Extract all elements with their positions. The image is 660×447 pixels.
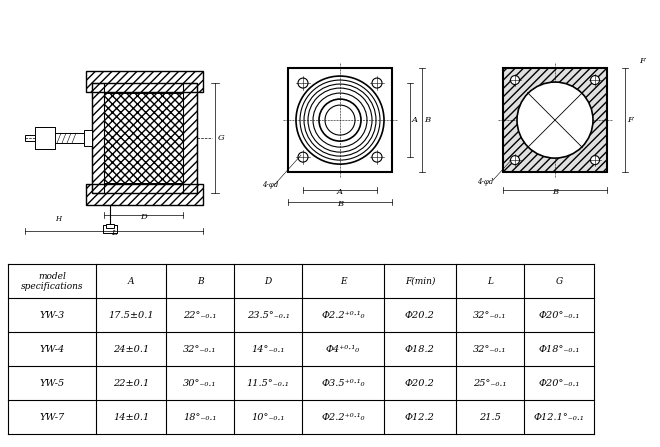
Bar — [92, 83, 197, 193]
Bar — [35, 127, 55, 149]
Text: Φ4⁺⁰·¹₀: Φ4⁺⁰·¹₀ — [326, 345, 360, 354]
Bar — [183, 83, 197, 193]
Text: F: F — [627, 116, 633, 124]
Bar — [86, 184, 203, 205]
Bar — [503, 68, 607, 172]
Bar — [35, 127, 55, 149]
Circle shape — [517, 82, 593, 158]
Text: Φ12.1°₋₀.₁: Φ12.1°₋₀.₁ — [534, 413, 584, 422]
Text: Φ3.5⁺⁰·¹₀: Φ3.5⁺⁰·¹₀ — [321, 379, 365, 388]
Text: YW-5: YW-5 — [40, 379, 65, 388]
Text: 32°₋₀.₁: 32°₋₀.₁ — [473, 311, 507, 320]
Bar — [92, 83, 104, 193]
Text: 22°₋₀.₁: 22°₋₀.₁ — [183, 311, 216, 320]
Bar — [183, 83, 197, 193]
Text: B: B — [197, 277, 203, 286]
Bar — [106, 224, 114, 228]
Text: 32°₋₀.₁: 32°₋₀.₁ — [473, 345, 507, 354]
Text: 21.5: 21.5 — [479, 413, 501, 422]
Text: 24±0.1: 24±0.1 — [113, 345, 149, 354]
Text: 11.5°₋₀.₁: 11.5°₋₀.₁ — [247, 379, 289, 388]
Text: YW-3: YW-3 — [40, 311, 65, 320]
Text: B: B — [424, 116, 430, 124]
Text: H: H — [55, 215, 61, 223]
Text: Φ12.2: Φ12.2 — [405, 413, 435, 422]
Circle shape — [372, 78, 382, 88]
Text: D: D — [265, 277, 272, 286]
Bar — [86, 71, 203, 92]
Text: Φ20°₋₀.₁: Φ20°₋₀.₁ — [539, 379, 579, 388]
Bar — [86, 71, 203, 92]
Text: A: A — [128, 277, 134, 286]
Bar — [288, 68, 392, 172]
Text: 14°₋₀.₁: 14°₋₀.₁ — [251, 345, 284, 354]
Bar — [84, 130, 92, 146]
Text: F: F — [639, 57, 645, 65]
Text: YW-7: YW-7 — [40, 413, 65, 422]
Text: E: E — [340, 277, 347, 286]
Text: Φ18.2: Φ18.2 — [405, 345, 435, 354]
Text: 4-φd: 4-φd — [262, 181, 278, 189]
Text: 4-φd: 4-φd — [477, 178, 493, 186]
Bar — [92, 83, 104, 193]
Text: Φ18°₋₀.₁: Φ18°₋₀.₁ — [539, 345, 579, 354]
Circle shape — [591, 76, 599, 84]
Text: G: G — [555, 277, 562, 286]
Text: G: G — [218, 134, 225, 142]
Text: 10°₋₀.₁: 10°₋₀.₁ — [251, 413, 284, 422]
Text: 32°₋₀.₁: 32°₋₀.₁ — [183, 345, 216, 354]
Circle shape — [591, 156, 599, 164]
Text: 17.5±0.1: 17.5±0.1 — [108, 311, 154, 320]
Bar — [103, 225, 117, 233]
Text: Φ20.2: Φ20.2 — [405, 311, 435, 320]
Text: B: B — [337, 200, 343, 208]
Bar — [104, 93, 183, 183]
Text: Φ20.2: Φ20.2 — [405, 379, 435, 388]
Bar — [503, 68, 607, 172]
Text: F(min): F(min) — [405, 277, 435, 286]
Text: L: L — [111, 229, 117, 237]
Text: Φ2.2⁺⁰·¹₀: Φ2.2⁺⁰·¹₀ — [321, 311, 365, 320]
Text: B: B — [552, 188, 558, 196]
Text: 30°₋₀.₁: 30°₋₀.₁ — [183, 379, 216, 388]
Circle shape — [510, 156, 519, 164]
Circle shape — [298, 78, 308, 88]
Circle shape — [298, 152, 308, 162]
Text: 22±0.1: 22±0.1 — [113, 379, 149, 388]
Text: 14±0.1: 14±0.1 — [113, 413, 149, 422]
Text: Φ2.2⁺⁰·¹₀: Φ2.2⁺⁰·¹₀ — [321, 413, 365, 422]
Text: model
specifications: model specifications — [20, 271, 83, 291]
Text: L: L — [487, 277, 493, 286]
Bar — [25, 135, 35, 141]
Text: A: A — [337, 188, 343, 196]
Circle shape — [372, 152, 382, 162]
Text: A: A — [412, 116, 418, 124]
Bar — [55, 133, 92, 143]
Text: 23.5°₋₀.₁: 23.5°₋₀.₁ — [247, 311, 289, 320]
Text: 18°₋₀.₁: 18°₋₀.₁ — [183, 413, 216, 422]
Text: YW-4: YW-4 — [40, 345, 65, 354]
Text: D: D — [140, 213, 147, 221]
Bar — [103, 225, 117, 233]
Bar — [86, 184, 203, 205]
Text: Φ20°₋₀.₁: Φ20°₋₀.₁ — [539, 311, 579, 320]
Circle shape — [510, 76, 519, 84]
Bar — [104, 93, 183, 183]
Text: 25°₋₀.₁: 25°₋₀.₁ — [473, 379, 507, 388]
